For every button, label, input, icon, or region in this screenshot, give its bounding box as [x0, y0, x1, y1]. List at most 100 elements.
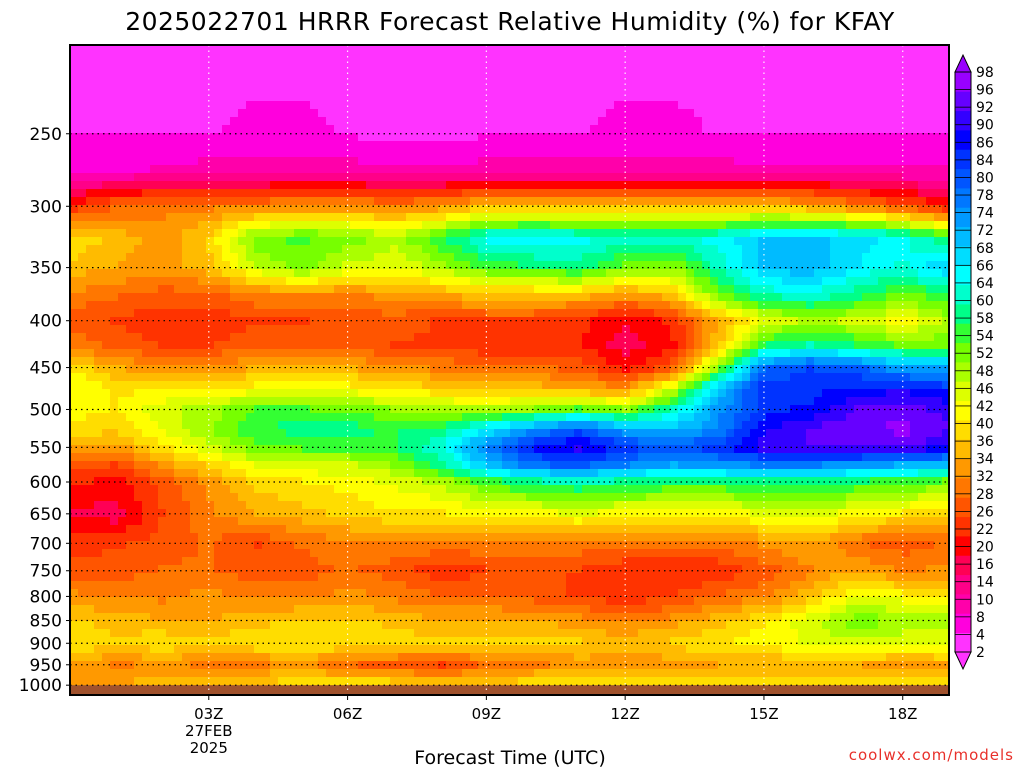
- rh-cell: [854, 213, 863, 222]
- rh-cell: [294, 357, 303, 366]
- rh-cell: [262, 341, 271, 350]
- rh-cell: [406, 221, 415, 230]
- rh-cell: [278, 93, 287, 102]
- rh-cell: [558, 341, 567, 350]
- rh-cell: [854, 229, 863, 238]
- rh-cell: [422, 205, 431, 214]
- rh-cell: [190, 85, 199, 94]
- rh-cell: [566, 317, 575, 326]
- rh-cell: [342, 101, 351, 110]
- rh-cell: [86, 157, 95, 166]
- rh-cell: [934, 53, 943, 62]
- rh-cell: [750, 381, 759, 390]
- rh-cell: [94, 165, 103, 174]
- rh-cell: [286, 77, 295, 86]
- rh-cell: [694, 229, 703, 238]
- rh-cell: [262, 133, 271, 142]
- rh-cell: [334, 301, 343, 310]
- rh-cell: [766, 85, 775, 94]
- rh-cell: [758, 285, 767, 294]
- rh-cell: [342, 213, 351, 222]
- rh-cell: [414, 389, 423, 398]
- rh-cell: [382, 333, 391, 342]
- rh-cell: [142, 69, 151, 78]
- rh-cell: [134, 101, 143, 110]
- rh-cell: [734, 229, 743, 238]
- rh-cell: [326, 293, 335, 302]
- rh-cell: [382, 229, 391, 238]
- rh-cell: [262, 325, 271, 334]
- rh-cell: [318, 181, 327, 190]
- rh-cell: [206, 189, 215, 198]
- rh-cell: [422, 261, 431, 270]
- rh-cell: [862, 53, 871, 62]
- rh-cell: [494, 197, 503, 206]
- rh-cell: [374, 117, 383, 126]
- rh-cell: [318, 261, 327, 270]
- rh-cell: [670, 149, 679, 158]
- rh-cell: [286, 109, 295, 118]
- rh-cell: [398, 261, 407, 270]
- rh-cell: [142, 189, 151, 198]
- rh-cell: [374, 269, 383, 278]
- rh-cell: [590, 309, 599, 318]
- rh-cell: [214, 77, 223, 86]
- rh-cell: [702, 101, 711, 110]
- rh-cell: [798, 61, 807, 70]
- rh-cell: [790, 53, 799, 62]
- rh-cell: [630, 117, 639, 126]
- rh-cell: [670, 317, 679, 326]
- rh-cell: [814, 101, 823, 110]
- rh-cell: [510, 301, 519, 310]
- rh-cell: [710, 53, 719, 62]
- rh-cell: [870, 285, 879, 294]
- rh-cell: [686, 77, 695, 86]
- rh-cell: [542, 117, 551, 126]
- rh-cell: [510, 141, 519, 150]
- rh-cell: [502, 293, 511, 302]
- rh-cell: [790, 45, 799, 54]
- rh-cell: [846, 301, 855, 310]
- rh-cell: [142, 109, 151, 118]
- rh-cell: [94, 125, 103, 134]
- rh-cell: [862, 237, 871, 246]
- rh-cell: [230, 197, 239, 206]
- rh-cell: [758, 389, 767, 398]
- rh-cell: [718, 149, 727, 158]
- rh-cell: [190, 309, 199, 318]
- rh-cell: [334, 53, 343, 62]
- rh-cell: [534, 117, 543, 126]
- rh-cell: [630, 197, 639, 206]
- rh-cell: [774, 333, 783, 342]
- rh-cell: [638, 341, 647, 350]
- rh-cell: [798, 325, 807, 334]
- rh-cell: [518, 285, 527, 294]
- rh-cell: [886, 301, 895, 310]
- rh-cell: [766, 261, 775, 270]
- rh-cell: [606, 133, 615, 142]
- rh-cell: [526, 261, 535, 270]
- rh-cell: [270, 165, 279, 174]
- rh-cell: [382, 125, 391, 134]
- rh-cell: [334, 117, 343, 126]
- rh-cell: [526, 269, 535, 278]
- rh-cell: [678, 357, 687, 366]
- rh-cell: [86, 245, 95, 254]
- rh-cell: [726, 293, 735, 302]
- rh-cell: [718, 101, 727, 110]
- rh-cell: [622, 253, 631, 262]
- rh-cell: [806, 381, 815, 390]
- rh-cell: [702, 165, 711, 174]
- rh-cell: [782, 61, 791, 70]
- rh-cell: [830, 365, 839, 374]
- rh-cell: [638, 133, 647, 142]
- rh-cell: [782, 285, 791, 294]
- rh-cell: [582, 205, 591, 214]
- rh-cell: [598, 213, 607, 222]
- rh-cell: [126, 69, 135, 78]
- rh-cell: [150, 189, 159, 198]
- rh-cell: [830, 61, 839, 70]
- rh-cell: [558, 269, 567, 278]
- rh-cell: [702, 317, 711, 326]
- rh-cell: [670, 61, 679, 70]
